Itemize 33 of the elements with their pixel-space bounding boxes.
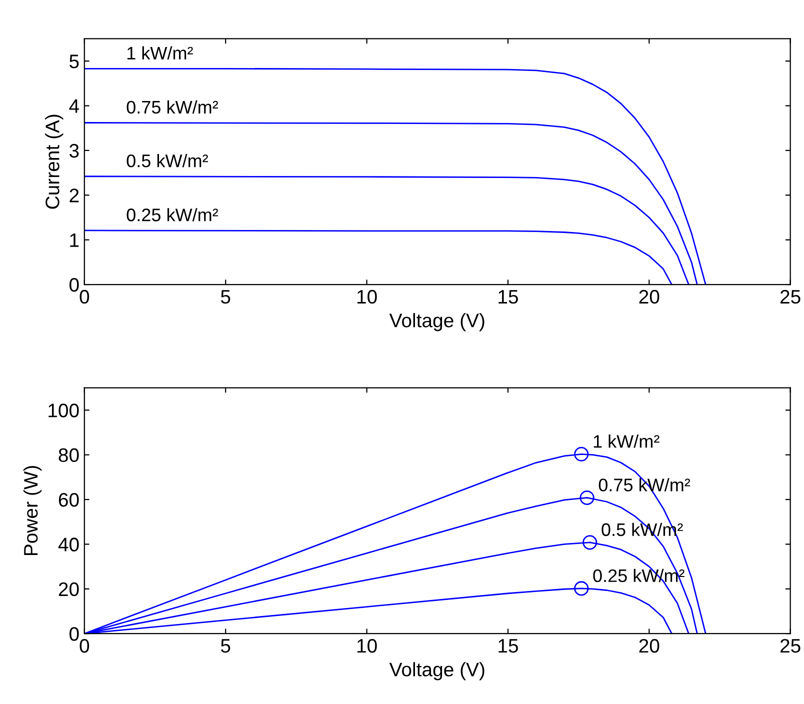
y-tick-label: 3 — [69, 144, 79, 158]
y-tick-label: 60 — [58, 492, 79, 507]
x-tick-label: 10 — [357, 638, 377, 653]
series-label: 1 kW/m² — [594, 434, 660, 448]
y-tick-label: 100 — [48, 404, 79, 418]
x-axis-title: Voltage (V) — [389, 662, 484, 680]
series-label: 1 kW/m² — [127, 46, 193, 60]
x-tick-label: 20 — [639, 290, 660, 304]
x-tick-label: 20 — [639, 638, 660, 653]
y-tick-label: 4 — [69, 99, 79, 113]
y-tick-label: 2 — [70, 188, 79, 202]
x-tick-label: 15 — [498, 639, 518, 653]
x-tick-label: 0 — [80, 290, 90, 304]
x-axis-title: Voltage (V) — [389, 313, 484, 332]
series-label: 0.25 kW/m² — [126, 208, 218, 222]
x-tick-label: 5 — [220, 639, 230, 653]
x-tick-label: 15 — [498, 290, 518, 304]
y-tick-label: 0 — [70, 627, 79, 641]
x-tick-label: 10 — [357, 290, 377, 304]
y-tick-label: 80 — [58, 448, 79, 462]
series-label: 0.75 kW/m² — [126, 100, 218, 114]
series-label: 0.5 kW/m² — [126, 154, 208, 168]
y-tick-label: 5 — [70, 54, 79, 68]
y-tick-label: 40 — [58, 538, 79, 552]
y-axis-title: Power (W) — [23, 466, 42, 556]
y-axis-title: Current (A) — [45, 114, 64, 209]
y-tick-label: 20 — [58, 582, 79, 596]
y-tick-label: 1 — [70, 234, 79, 247]
x-tick-label: 0 — [80, 638, 90, 653]
y-tick-label: 0 — [70, 278, 79, 292]
x-tick-label: 25 — [780, 638, 800, 653]
x-tick-label: 25 — [780, 290, 800, 304]
x-tick-label: 5 — [220, 290, 230, 304]
